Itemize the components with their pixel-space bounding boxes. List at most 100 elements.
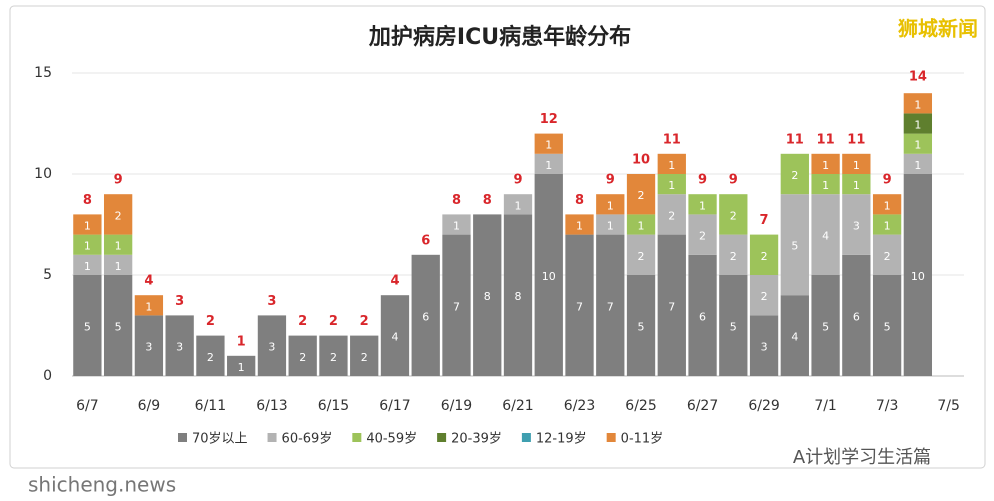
total-label: 11 (663, 132, 681, 147)
total-label: 1 (237, 334, 246, 349)
segment-label: 5 (730, 321, 737, 334)
total-label: 9 (513, 173, 522, 188)
bar-segment (842, 174, 871, 195)
segment-label: 1 (545, 159, 552, 172)
bar-segment (596, 194, 625, 215)
bar-segment (73, 275, 102, 376)
bar-segment (657, 153, 686, 174)
total-label: 3 (267, 294, 276, 309)
x-tick-label: 6/9 (138, 398, 161, 414)
bar-segment (442, 214, 471, 235)
total-label: 8 (83, 193, 92, 208)
bar-segment (473, 214, 502, 376)
bar-segment (73, 254, 102, 275)
bar-segment (134, 295, 164, 316)
x-tick-label: 6/27 (687, 398, 718, 414)
segment-label: 2 (207, 351, 214, 364)
y-tick-label: 10 (34, 166, 52, 182)
bar-segment (903, 133, 933, 154)
segment-label: 1 (884, 220, 891, 233)
segment-label: 1 (545, 139, 552, 152)
total-label: 10 (632, 153, 650, 168)
segment-label: 2 (638, 189, 645, 202)
segment-label: 10 (911, 270, 925, 283)
y-tick-label: 0 (43, 368, 52, 384)
segment-label: 6 (422, 310, 429, 323)
bar-segment (903, 174, 933, 376)
segment-label: 1 (914, 139, 921, 152)
bar-segment (872, 275, 902, 376)
bar-segment (596, 234, 625, 376)
segment-label: 1 (238, 361, 245, 374)
segment-label: 1 (853, 159, 860, 172)
bar-segment (811, 153, 840, 174)
segment-label: 7 (576, 300, 583, 313)
segment-label: 1 (822, 159, 829, 172)
segment-label: 10 (542, 270, 556, 283)
legend-label: 40-59岁 (366, 432, 417, 447)
segment-label: 1 (853, 179, 860, 192)
segment-label: 5 (791, 240, 798, 253)
segment-label: 1 (115, 260, 122, 273)
bar-segment (503, 214, 533, 376)
bar-segment (688, 254, 717, 376)
segment-label: 1 (607, 220, 614, 233)
x-tick-label: 6/15 (318, 398, 349, 414)
segment-label: 1 (914, 119, 921, 132)
segment-label: 1 (914, 159, 921, 172)
total-label: 11 (847, 132, 865, 147)
total-label: 9 (883, 173, 892, 188)
x-tick-label: 6/21 (502, 398, 533, 414)
legend-label: 60-69岁 (282, 432, 333, 447)
segment-label: 5 (884, 321, 891, 334)
bar-segment (872, 234, 902, 275)
bar-segment (565, 234, 594, 376)
bar-segment (165, 315, 194, 376)
total-label: 6 (421, 233, 430, 248)
chart-title: 加护病房ICU病患年龄分布 (368, 24, 631, 50)
segment-label: 2 (699, 230, 706, 243)
bar-segment (350, 335, 379, 376)
bar-segment (103, 254, 133, 275)
bar-segment (657, 174, 686, 195)
total-label: 9 (114, 173, 123, 188)
segment-label: 1 (84, 220, 91, 233)
segment-label: 5 (638, 321, 645, 334)
legend-swatch (267, 433, 277, 442)
bar-segment (811, 194, 840, 275)
legend-swatch (437, 433, 447, 442)
bar-segment (719, 194, 748, 235)
legend-label: 12-19岁 (536, 432, 587, 447)
segment-label: 4 (791, 331, 798, 344)
segment-label: 2 (730, 250, 737, 263)
bar-segment (626, 234, 656, 275)
x-tick-label: 7/5 (937, 398, 960, 414)
segment-label: 1 (84, 240, 91, 253)
segment-label: 1 (607, 199, 614, 212)
x-tick-label: 6/13 (256, 398, 287, 414)
total-label: 9 (698, 173, 707, 188)
legend-swatch (352, 433, 362, 442)
bar-segment (73, 214, 102, 235)
segment-label: 1 (668, 179, 675, 192)
bar-segment (134, 315, 164, 376)
segment-label: 3 (145, 341, 152, 354)
segment-label: 1 (515, 199, 522, 212)
segment-label: 6 (853, 310, 860, 323)
bar-segment (780, 295, 809, 376)
bar-segment (626, 174, 656, 215)
segment-label: 2 (668, 209, 675, 222)
legend-swatch (606, 433, 616, 442)
segment-label: 2 (638, 250, 645, 263)
segment-label: 1 (453, 220, 460, 233)
bar-segment (596, 214, 625, 235)
y-tick-label: 15 (34, 65, 52, 81)
bar-segment (811, 275, 840, 376)
bar-segment (903, 113, 933, 134)
bar-segment (626, 214, 656, 235)
segment-label: 2 (791, 169, 798, 182)
segment-label: 1 (822, 179, 829, 192)
segment-label: 3 (853, 220, 860, 233)
segment-label: 6 (699, 310, 706, 323)
